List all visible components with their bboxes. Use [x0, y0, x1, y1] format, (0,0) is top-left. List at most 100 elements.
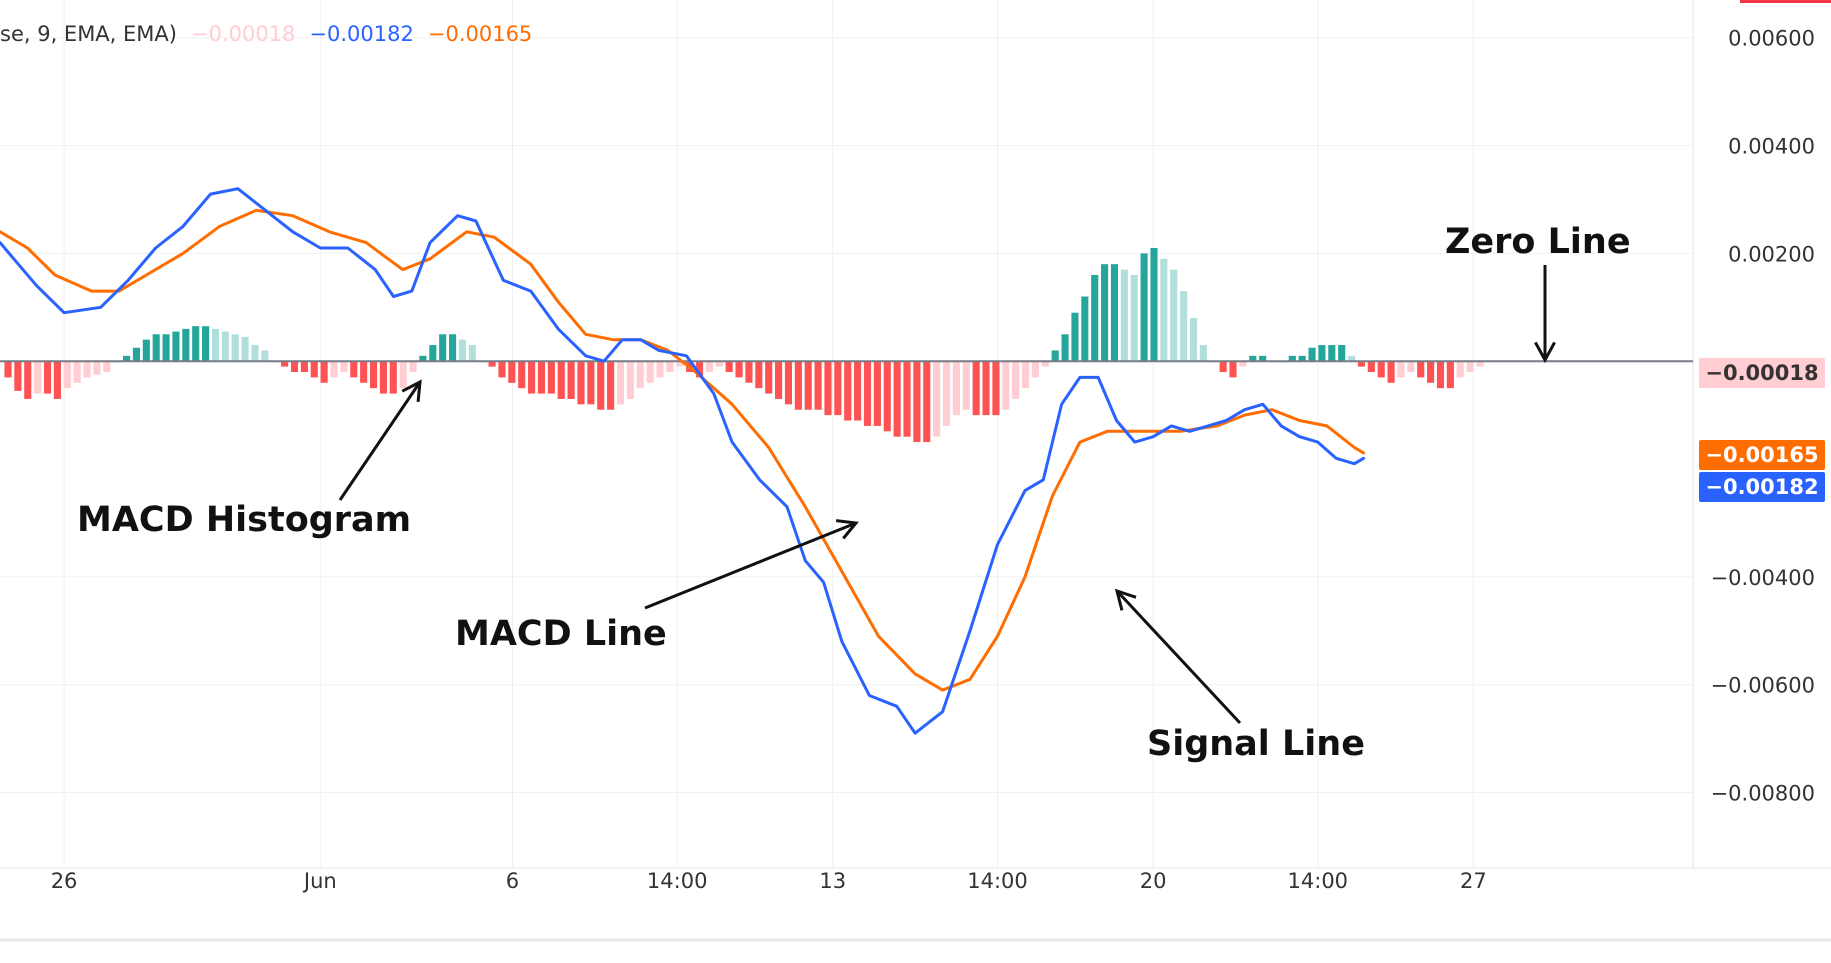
macd-price-badge: −0.00182 [1699, 472, 1825, 502]
histogram-bar [399, 361, 407, 389]
histogram-bar [93, 361, 101, 375]
histogram-bar [1150, 248, 1158, 362]
x-tick-label: Jun [302, 869, 337, 893]
histogram-bar [923, 361, 931, 443]
histogram-bar [1041, 361, 1049, 367]
x-tick-label: 27 [1460, 869, 1487, 893]
histogram-bar [132, 347, 140, 362]
y-tick-label: −0.00800 [1711, 782, 1815, 806]
arrow-shaft [338, 381, 422, 501]
histogram-bar [1456, 361, 1464, 378]
histogram-bar [439, 334, 447, 362]
histogram-bar [1387, 361, 1395, 383]
histogram-bar [389, 361, 397, 394]
histogram-bar [1357, 361, 1366, 367]
histogram-bar [83, 361, 91, 378]
histogram-bar [34, 361, 42, 394]
histogram-bar [498, 361, 506, 378]
histogram-bar [705, 361, 713, 372]
histogram-bar [1189, 318, 1198, 362]
arrow-head [835, 519, 859, 540]
zero-line-arrow [1534, 265, 1556, 364]
histogram-bar [814, 361, 822, 410]
histogram-bar [1249, 355, 1257, 362]
histogram-bar [1239, 361, 1247, 367]
arrow-shaft [1115, 589, 1242, 725]
histogram-bar [794, 361, 802, 410]
histogram-bar [775, 361, 783, 399]
top-right-accent [1740, 0, 1831, 3]
histogram-bar [933, 361, 941, 437]
x-tick-label: 6 [506, 869, 519, 893]
legend-params: se, 9, EMA, EMA) [0, 22, 177, 46]
histogram-bar [251, 345, 259, 362]
histogram-bar [824, 361, 832, 416]
histogram-bar [982, 361, 990, 416]
histogram-bar [1071, 312, 1079, 362]
legend-histogram-value: −0.00018 [190, 22, 296, 46]
histogram-bar [1140, 253, 1148, 362]
histogram-bar [73, 361, 81, 383]
histogram-bar [1130, 274, 1138, 362]
signal-line-arrow [1114, 588, 1242, 725]
histogram-bar [162, 334, 170, 362]
annotation-macd-line: MACD Line [455, 614, 667, 654]
annotation-zero-line: Zero Line [1445, 222, 1631, 262]
histogram-bar [883, 361, 891, 432]
histogram-bar [1160, 258, 1168, 362]
histogram-bar [784, 361, 793, 405]
histogram-bar [419, 355, 427, 362]
histogram-bar [1407, 361, 1415, 372]
histogram-bar [1199, 345, 1207, 362]
histogram-bar [142, 339, 150, 362]
histogram-bar [1367, 361, 1375, 372]
histogram-bar [616, 361, 625, 405]
histogram-bar [557, 361, 565, 399]
histogram-bar [1022, 361, 1030, 389]
histogram-bar [24, 361, 32, 399]
histogram-bar [63, 361, 71, 389]
x-tick-label: 13 [819, 869, 846, 893]
histogram-bar [518, 361, 526, 389]
x-tick-label: 14:00 [967, 869, 1028, 893]
histogram-bar [1476, 361, 1484, 367]
histogram-bar [290, 361, 299, 372]
histogram-bar [53, 361, 61, 399]
histogram-bar [1101, 264, 1109, 362]
histogram-bar [676, 361, 684, 367]
histogram-bar [1110, 264, 1119, 362]
histogram-bar [834, 361, 842, 416]
histogram-bar [893, 361, 901, 437]
histogram-bar [281, 361, 289, 367]
histogram-bar [1081, 296, 1089, 362]
histogram-price-badge: −0.00018 [1699, 358, 1825, 388]
histogram-bar [528, 361, 536, 394]
histogram-bar [636, 361, 644, 389]
histogram-bar [379, 361, 387, 394]
arrow-head [1534, 341, 1556, 364]
histogram-bar [1091, 274, 1099, 362]
histogram-bar [369, 361, 378, 389]
histogram-bar [765, 361, 773, 394]
histogram-bar [587, 361, 595, 405]
histogram-bar [844, 361, 852, 421]
histogram-bar [488, 361, 496, 367]
histogram-bar [429, 345, 437, 362]
indicator-legend: se, 9, EMA, EMA) −0.00018 −0.00182 −0.00165 [0, 22, 546, 50]
histogram-bar [241, 336, 249, 362]
histogram-bar [1328, 345, 1336, 362]
histogram-bar [666, 361, 674, 372]
y-tick-label: 0.00400 [1728, 135, 1815, 159]
histogram-bar [300, 361, 308, 372]
histogram-bar [962, 361, 970, 410]
histogram-bar [646, 361, 654, 383]
histogram-bar [1259, 355, 1267, 362]
histogram-bar [1229, 361, 1237, 378]
histogram-bar [1002, 361, 1010, 410]
histogram-bar [508, 361, 516, 383]
x-tick-label: 20 [1140, 869, 1167, 893]
histogram-bar [43, 361, 52, 394]
histogram-bar [1170, 269, 1178, 362]
histogram-bar [1180, 291, 1188, 362]
